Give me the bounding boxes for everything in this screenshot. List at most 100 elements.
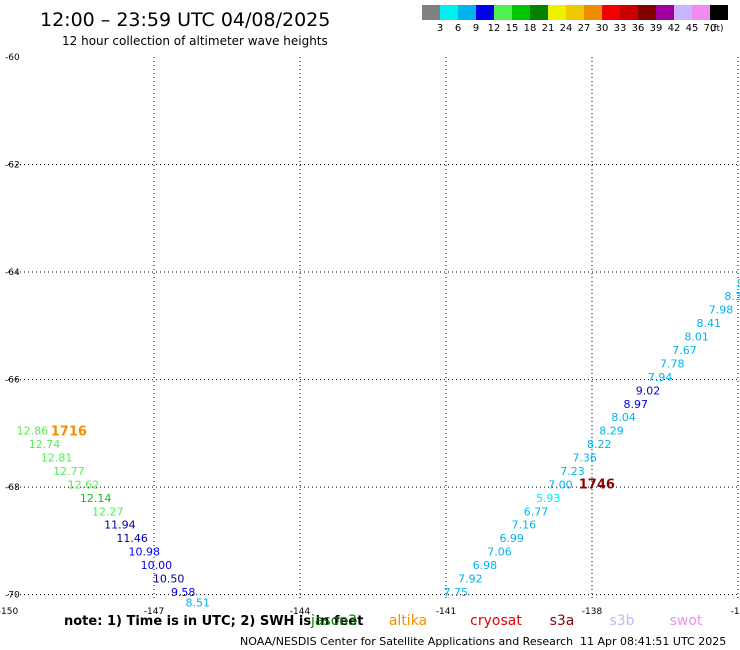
wave-height-label: 7.16: [512, 519, 537, 532]
y-tick-label: -64: [5, 268, 20, 278]
legend-label: 3: [437, 23, 443, 34]
wave-height-label: 8.22: [587, 438, 612, 451]
legend-label: 42: [668, 23, 681, 34]
legend-swatch: [656, 5, 674, 20]
satellite-name: altika: [389, 613, 427, 629]
legend-label: 9: [473, 23, 479, 34]
wave-height-label: 7.06: [487, 546, 512, 559]
y-tick-label: -60: [5, 53, 20, 63]
legend-label: 6: [455, 23, 461, 34]
x-tick-label: -138: [582, 607, 603, 617]
wave-height-label: 6.99: [499, 532, 524, 545]
wave-height-label: 7.98: [709, 304, 734, 317]
wave-height-label: 10.50: [153, 572, 185, 585]
satellite-name: s3b: [609, 613, 634, 629]
wave-height-label: 5.93: [536, 492, 561, 505]
wave-height-label: 9: [737, 277, 740, 290]
legend-swatch: [512, 5, 530, 20]
footer-note: note: 1) Time is in UTC; 2) SWH is in fe…: [64, 614, 363, 629]
legend-label: 27: [578, 23, 591, 34]
data-labels: 12.8612.7412.8112.7712.6212.1412.2711.94…: [17, 277, 740, 610]
legend-swatch: [548, 5, 566, 20]
wave-height-label: 7.67: [672, 344, 697, 357]
legend-swatch: [476, 5, 494, 20]
legend-swatch: [422, 5, 440, 20]
legend-label: 36: [632, 23, 645, 34]
wave-height-label: 7.78: [660, 357, 685, 370]
wave-height-label: 9.02: [636, 384, 661, 397]
wave-height-label: 8.04: [611, 411, 636, 424]
satellite-name: swot: [670, 613, 703, 629]
wave-height-label: 9.58: [171, 586, 196, 599]
legend-swatch: [674, 5, 692, 20]
satellite-name: jason3: [310, 613, 357, 629]
wave-height-label: 12.27: [92, 505, 124, 518]
wave-height-label: 8.51: [186, 597, 211, 610]
wave-height-label: 7.36: [572, 452, 597, 465]
wave-height-label: 8.41: [697, 317, 722, 330]
y-axis-ticks: -60 -62 -64 -66 -68 -70: [5, 53, 20, 601]
legend-label: 24: [560, 23, 573, 34]
satellite-name: s3a: [550, 613, 575, 629]
wave-height-label: 12.62: [68, 478, 100, 491]
x-tick-label: -150: [0, 607, 18, 617]
wave-height-label: 6.98: [473, 559, 498, 572]
legend-label: 15: [506, 23, 519, 34]
legend-label: 12: [488, 23, 501, 34]
wave-height-label: 7.94: [648, 371, 673, 384]
wave-height-label: 12.74: [29, 438, 61, 451]
legend-unit: (ft): [710, 24, 724, 34]
wave-height-label: 12.14: [80, 492, 112, 505]
legend-swatch: [602, 5, 620, 20]
wave-height-label: 12.81: [41, 452, 73, 465]
legend-label: 33: [614, 23, 627, 34]
legend-swatch: [458, 5, 476, 20]
color-legend: 3 6 9 12 15 18 21 24 27 30 33 36 39 42 45 70(ft): [422, 5, 728, 34]
wave-height-label: 8.3: [724, 290, 740, 303]
pass-time-label: 1746: [579, 477, 615, 492]
satellite-legend: jason3 altika cryosat s3a s3b swot: [310, 613, 703, 629]
legend-swatch: [638, 5, 656, 20]
wave-height-label: 12.86: [17, 425, 49, 438]
legend-swatch: [620, 5, 638, 20]
legend-swatch: [692, 5, 710, 20]
wave-height-label: 8.97: [624, 398, 649, 411]
legend-label: 39: [650, 23, 663, 34]
legend-label: 70: [704, 23, 717, 34]
wave-height-label: 11.46: [116, 532, 148, 545]
y-tick-label: -68: [5, 483, 20, 493]
wave-height-label: 11.94: [104, 519, 136, 532]
footer-timestamp: 11 Apr 08:41:51 UTC 2025: [580, 635, 726, 648]
wave-height-label: 7.92: [458, 572, 483, 585]
y-tick-label: -66: [5, 376, 20, 386]
wave-height-label: 8.29: [599, 425, 624, 438]
legend-label: 45: [686, 23, 699, 34]
legend-swatch: [440, 5, 458, 20]
legend-swatch: [584, 5, 602, 20]
wave-height-label: 7.75: [443, 586, 468, 599]
wave-height-label: 7.00: [548, 478, 573, 491]
wave-height-label: 7.23: [560, 465, 585, 478]
wave-height-label: 10.00: [141, 559, 173, 572]
legend-swatch: [566, 5, 584, 20]
wave-height-label: 6.77: [524, 505, 549, 518]
x-tick-label: -144: [290, 607, 311, 617]
x-tick-label: -147: [144, 607, 164, 617]
x-tick-label: -141: [436, 607, 456, 617]
legend-swatch: [530, 5, 548, 20]
time-labels: 1716 1746: [51, 425, 615, 493]
x-tick-label: -13: [731, 607, 740, 617]
chart-title: 12:00 – 23:59 UTC 04/08/2025: [40, 9, 330, 31]
satellite-name: cryosat: [470, 613, 522, 629]
legend-swatch: [710, 5, 728, 20]
legend-swatch: [494, 5, 512, 20]
wave-height-label: 10.98: [129, 546, 161, 559]
x-axis-ticks: -150 -147 -144 -141 -138 -13: [0, 607, 740, 617]
plot-grid: [8, 57, 739, 600]
y-tick-label: -70: [5, 591, 20, 601]
chart-subtitle: 12 hour collection of altimeter wave hei…: [62, 34, 328, 48]
legend-label: 30: [596, 23, 609, 34]
wave-height-label: 8.01: [684, 331, 709, 344]
